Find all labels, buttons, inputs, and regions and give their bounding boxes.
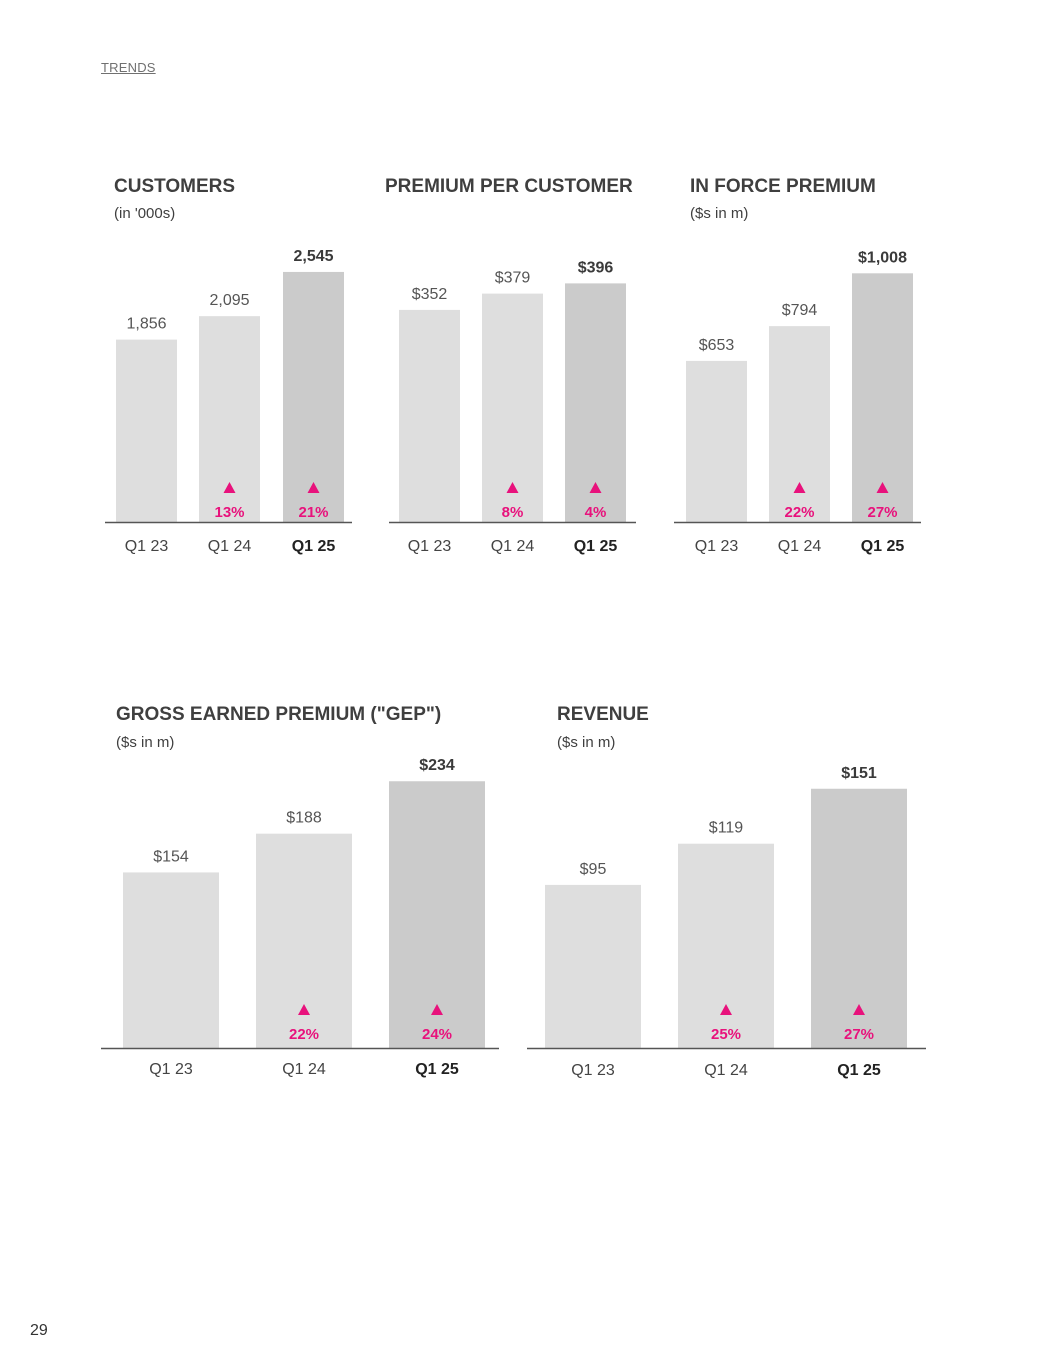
- in-force-premium-growth-up-icon-2: [793, 482, 806, 493]
- revenue-growth-label-2: 25%: [711, 1026, 741, 1043]
- gross-earned-premium-category-label-1: Q1 23: [149, 1061, 193, 1078]
- in-force-premium-category-label-1: Q1 23: [695, 538, 739, 555]
- premium-per-customer-growth-up-icon-2: [506, 482, 519, 493]
- premium-per-customer-title: PREMIUM PER CUSTOMER: [385, 176, 633, 197]
- in-force-premium-bar-3: [852, 273, 913, 522]
- premium-per-customer-category-label-3: Q1 25: [574, 538, 618, 555]
- customers-value-label-3: 2,545: [293, 248, 333, 265]
- customers-bar-1: [116, 339, 177, 522]
- gross-earned-premium-growth-up-icon-2: [298, 1004, 310, 1015]
- gross-earned-premium-value-label-1: $154: [153, 848, 189, 865]
- premium-per-customer-growth-label-2: 8%: [502, 504, 524, 521]
- in-force-premium-category-label-2: Q1 24: [778, 538, 822, 555]
- customers-category-label-3: Q1 25: [292, 538, 336, 555]
- gross-earned-premium-value-label-3: $234: [419, 757, 455, 774]
- premium-per-customer-category-label-1: Q1 23: [408, 538, 452, 555]
- gross-earned-premium-bar-1: [123, 872, 219, 1048]
- in-force-premium-category-label-3: Q1 25: [861, 538, 905, 555]
- in-force-premium-title: IN FORCE PREMIUM: [690, 176, 876, 197]
- revenue-category-label-3: Q1 25: [837, 1062, 881, 1079]
- premium-per-customer-bar-1: [399, 309, 460, 522]
- customers-growth-up-icon-2: [223, 482, 236, 493]
- page-number: 29: [30, 1322, 48, 1339]
- revenue-category-label-2: Q1 24: [704, 1062, 748, 1079]
- revenue-value-label-1: $95: [580, 861, 607, 878]
- revenue-growth-up-icon-2: [720, 1004, 732, 1015]
- in-force-premium-value-label-1: $653: [699, 337, 735, 354]
- in-force-premium-value-label-3: $1,008: [858, 249, 907, 266]
- in-force-premium-value-label-2: $794: [782, 302, 818, 319]
- in-force-premium-bar-1: [686, 360, 747, 522]
- premium-per-customer-value-label-2: $379: [495, 270, 531, 287]
- gross-earned-premium-bar-2: [256, 833, 352, 1048]
- gross-earned-premium-subtitle: ($s in m): [116, 734, 174, 751]
- gross-earned-premium-value-label-2: $188: [286, 810, 322, 827]
- in-force-premium-subtitle: ($s in m): [690, 205, 748, 222]
- revenue-category-label-1: Q1 23: [571, 1062, 615, 1079]
- gross-earned-premium-title: GROSS EARNED PREMIUM ("GEP"): [116, 704, 441, 725]
- revenue-growth-label-3: 27%: [844, 1026, 874, 1043]
- customers-value-label-1: 1,856: [126, 316, 166, 333]
- premium-per-customer-category-label-2: Q1 24: [491, 538, 535, 555]
- customers-growth-label-3: 21%: [298, 504, 328, 521]
- in-force-premium-growth-label-2: 22%: [784, 504, 814, 521]
- revenue-value-label-2: $119: [709, 820, 744, 837]
- revenue-growth-up-icon-3: [853, 1004, 865, 1015]
- customers-category-label-2: Q1 24: [208, 538, 252, 555]
- customers-growth-up-icon-3: [307, 482, 320, 493]
- revenue-title: REVENUE: [557, 704, 649, 725]
- premium-per-customer-value-label-1: $352: [412, 286, 448, 303]
- in-force-premium-growth-up-icon-3: [876, 482, 889, 493]
- gross-earned-premium-category-label-3: Q1 25: [415, 1061, 459, 1078]
- revenue-bar-1: [545, 884, 641, 1048]
- customers-category-label-1: Q1 23: [125, 538, 169, 555]
- gross-earned-premium-category-label-2: Q1 24: [282, 1061, 326, 1078]
- gross-earned-premium-growth-label-2: 22%: [289, 1026, 319, 1043]
- customers-bar-3: [283, 271, 344, 522]
- revenue-bar-2: [678, 843, 774, 1048]
- revenue-subtitle: ($s in m): [557, 734, 615, 751]
- customers-value-label-2: 2,095: [209, 292, 249, 309]
- gross-earned-premium-growth-label-3: 24%: [422, 1026, 452, 1043]
- gross-earned-premium-bar-3: [389, 781, 485, 1048]
- revenue-value-label-3: $151: [841, 765, 877, 782]
- customers-growth-label-2: 13%: [214, 504, 244, 521]
- customers-subtitle: (in '000s): [114, 205, 175, 222]
- customers-title: CUSTOMERS: [114, 176, 235, 197]
- premium-per-customer-growth-label-3: 4%: [585, 504, 607, 521]
- premium-per-customer-growth-up-icon-3: [589, 482, 602, 493]
- premium-per-customer-value-label-3: $396: [578, 259, 614, 276]
- gross-earned-premium-growth-up-icon-3: [431, 1004, 443, 1015]
- in-force-premium-growth-label-3: 27%: [867, 504, 897, 521]
- section-link-trends[interactable]: TRENDS: [101, 60, 156, 75]
